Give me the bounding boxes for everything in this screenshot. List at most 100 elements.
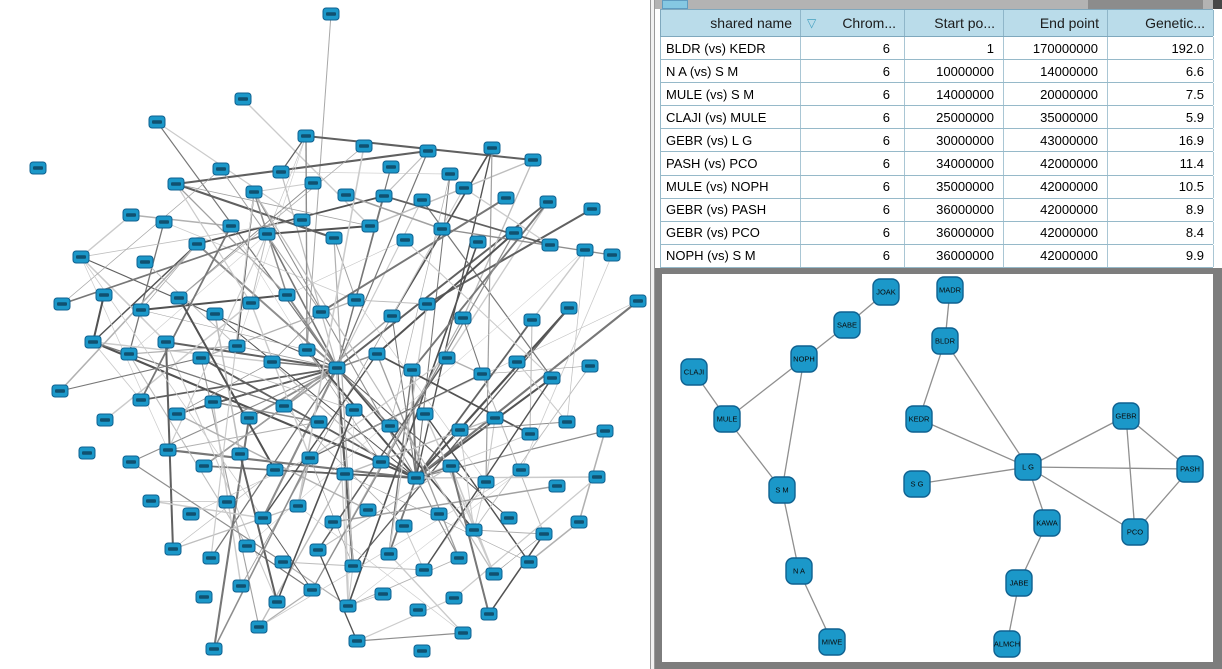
node-shape[interactable] (833, 311, 861, 339)
hairball-node[interactable] (204, 395, 222, 409)
hairball-node[interactable] (477, 475, 495, 489)
hairball-node[interactable] (418, 297, 436, 311)
edge-LG-GEBR[interactable] (1027, 415, 1127, 468)
hairball-edge[interactable] (214, 313, 417, 479)
hairball-edge[interactable] (424, 413, 530, 563)
hairball-edge[interactable] (376, 353, 531, 435)
hairball-edge[interactable] (258, 589, 313, 628)
hairball-node[interactable] (339, 599, 357, 613)
node-NOPH[interactable]: NOPH (790, 345, 818, 373)
cell-start-position[interactable]: 36000000 (905, 198, 1004, 221)
hairball-node[interactable] (293, 213, 311, 227)
hairball-edge[interactable] (280, 171, 451, 175)
hairball-node[interactable] (164, 542, 182, 556)
hairball-edge[interactable] (488, 533, 545, 615)
main-network-canvas[interactable] (0, 0, 650, 669)
hairball-edge[interactable] (92, 341, 273, 363)
hairball-node[interactable] (596, 424, 614, 438)
hairball-node[interactable] (355, 139, 373, 153)
hairball-edge[interactable] (423, 377, 553, 571)
edge-LG-PCO[interactable] (1027, 466, 1136, 533)
hairball-edge[interactable] (317, 465, 452, 551)
hairball-node[interactable] (231, 447, 249, 461)
hairball-edge[interactable] (383, 150, 429, 197)
hairball-edge[interactable] (306, 349, 382, 463)
hairball-node[interactable] (521, 427, 539, 441)
hairball-edge[interactable] (130, 214, 232, 227)
hairball-node[interactable] (309, 543, 327, 557)
hairball-node[interactable] (576, 243, 594, 257)
hairball-node[interactable] (535, 527, 553, 541)
cell-start-position[interactable]: 14000000 (905, 83, 1004, 106)
table-row[interactable]: NOPH (vs) S M 6 36000000 42000000 9.9 (660, 244, 1214, 268)
hairball-edge[interactable] (176, 361, 273, 415)
hairball-edge[interactable] (271, 361, 382, 463)
hairball-node[interactable] (480, 607, 498, 621)
node-shape[interactable] (818, 628, 846, 656)
hairball-edge[interactable] (336, 199, 423, 369)
hairball-edge[interactable] (344, 417, 496, 475)
cell-end-position[interactable]: 42000000 (1004, 198, 1108, 221)
hairball-edge[interactable] (347, 557, 460, 607)
hairball-node[interactable] (272, 165, 290, 179)
hairball-node[interactable] (222, 219, 240, 233)
hairball-edge[interactable] (262, 367, 338, 519)
hairball-edge[interactable] (59, 243, 198, 392)
hairball-node[interactable] (524, 153, 542, 167)
hairball-edge[interactable] (140, 294, 288, 311)
hairball-node[interactable] (413, 193, 431, 207)
hairball-node[interactable] (413, 644, 431, 658)
hairball-edge[interactable] (376, 353, 460, 559)
hairball-edge[interactable] (262, 517, 313, 591)
node-shape[interactable] (785, 557, 813, 585)
hairball-edge[interactable] (92, 243, 198, 343)
hairball-edge[interactable] (165, 341, 338, 369)
hairball-edge[interactable] (212, 401, 242, 587)
node-CLAJI[interactable]: CLAJI (680, 358, 708, 386)
hairball-node[interactable] (232, 579, 250, 593)
hairball-edge[interactable] (391, 187, 465, 317)
hairball-node[interactable] (383, 309, 401, 323)
hairball-edge[interactable] (344, 473, 349, 607)
hairball-edge[interactable] (453, 476, 598, 599)
hairball-node[interactable] (485, 567, 503, 581)
hairball-node[interactable] (500, 511, 518, 525)
cell-genetic-distance[interactable]: 16.9 (1108, 129, 1214, 152)
hairball-edge[interactable] (80, 256, 167, 343)
hairball-node[interactable] (454, 311, 472, 325)
hairball-node[interactable] (168, 407, 186, 421)
hairball-edge[interactable] (415, 307, 570, 479)
hairball-edge[interactable] (306, 349, 355, 411)
cell-start-position[interactable]: 1 (905, 37, 1004, 60)
hairball-node[interactable] (328, 361, 346, 375)
cell-end-position[interactable]: 20000000 (1004, 83, 1108, 106)
filter-icon[interactable]: ▽ (807, 16, 817, 30)
hairball-node[interactable] (523, 313, 541, 327)
hairball-node[interactable] (441, 167, 459, 181)
node-shape[interactable] (1014, 453, 1042, 481)
hairball-node[interactable] (539, 195, 557, 209)
hairball-edge[interactable] (128, 233, 268, 355)
node-ALMCH[interactable]: ALMCH (993, 630, 1021, 658)
hairball-edge[interactable] (410, 369, 418, 479)
hairball-node[interactable] (195, 590, 213, 604)
cell-genetic-distance[interactable]: 6.6 (1108, 60, 1214, 83)
cell-end-position[interactable]: 42000000 (1004, 244, 1108, 267)
hairball-edge[interactable] (336, 150, 429, 369)
node-shape[interactable] (903, 470, 931, 498)
filtered-network[interactable]: JOAK MADR SABE NOPH BLDR CLAJI MULE KEDR GEBR S G… (662, 274, 1213, 662)
node-SM[interactable]: S M (768, 476, 796, 504)
hairball-node[interactable] (132, 303, 150, 317)
hairball-node[interactable] (451, 423, 469, 437)
hairball-edge[interactable] (531, 249, 586, 321)
cell-genetic-distance[interactable]: 5.9 (1108, 106, 1214, 129)
table-row[interactable]: MULE (vs) NOPH 6 35000000 42000000 10.5 (660, 175, 1214, 199)
cell-chromosome[interactable]: 6 (801, 198, 905, 221)
cell-chromosome[interactable]: 6 (801, 175, 905, 198)
cell-shared-name[interactable]: PASH (vs) PCO (661, 152, 801, 175)
hairball-node[interactable] (347, 293, 365, 307)
cell-genetic-distance[interactable]: 8.9 (1108, 198, 1214, 221)
cell-end-position[interactable]: 42000000 (1004, 221, 1108, 244)
hairball-edge[interactable] (481, 365, 591, 375)
node-PCO[interactable]: PCO (1121, 518, 1149, 546)
